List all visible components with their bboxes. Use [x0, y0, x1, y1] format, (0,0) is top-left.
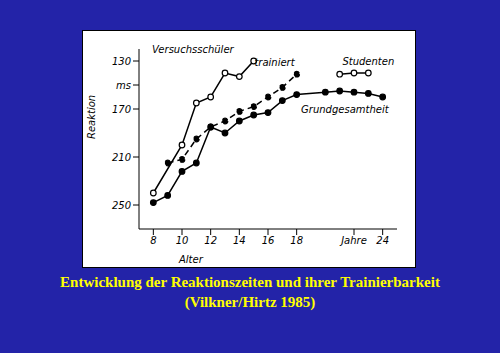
svg-text:Grundgesamtheit: Grundgesamtheit [301, 104, 390, 115]
svg-text:Versuchsschüler: Versuchsschüler [152, 44, 234, 55]
svg-text:24: 24 [376, 235, 389, 246]
svg-text:210: 210 [112, 152, 131, 163]
svg-text:10: 10 [176, 235, 189, 246]
svg-text:ms: ms [116, 80, 131, 91]
svg-text:12: 12 [204, 235, 217, 246]
html-text:Entwicklung der Reaktionszeite: Entwicklung der Reaktionszeiten und ihre… [60, 274, 440, 290]
svg-text:130: 130 [112, 56, 131, 67]
html-text:(Vilkner/Hirtz 1985): (Vilkner/Hirtz 1985) [184, 294, 316, 310]
svg-text:trainiert: trainiert [254, 57, 295, 68]
svg-text:16: 16 [262, 235, 275, 246]
svg-text:14: 14 [233, 235, 246, 246]
svg-text:18: 18 [290, 235, 303, 246]
svg-text:Reaktion: Reaktion [86, 95, 97, 139]
svg-text:8: 8 [150, 235, 156, 246]
svg-text:Alter: Alter [178, 254, 204, 265]
svg-text:Studenten: Studenten [342, 56, 394, 67]
svg-text:Jahre: Jahre [339, 235, 367, 246]
svg-text:250: 250 [112, 200, 131, 211]
svg-text:170: 170 [112, 104, 131, 115]
